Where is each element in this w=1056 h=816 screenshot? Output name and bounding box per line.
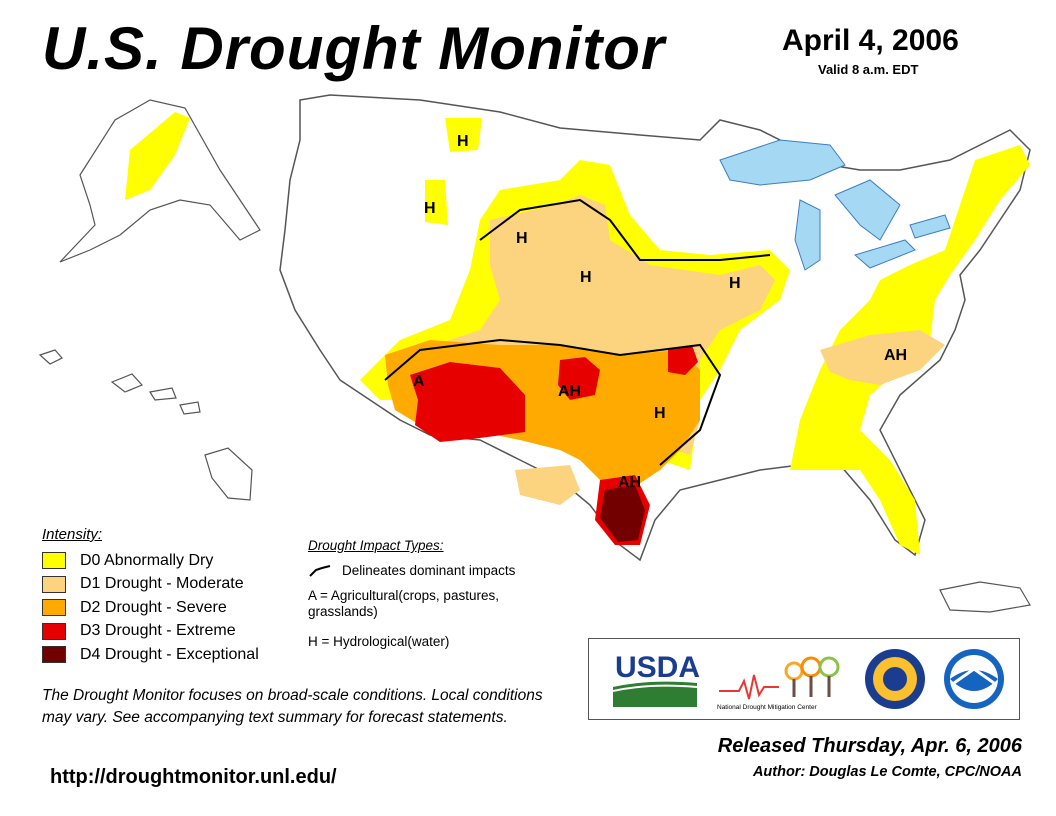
usda-logo-text: USDA (615, 651, 700, 684)
legend-label-d2: D2 Drought - Severe (80, 598, 227, 616)
d4-areas (600, 485, 645, 542)
alaska-land (59, 99, 261, 263)
impact-types: Drought Impact Types: Delineates dominan… (308, 538, 548, 649)
logo-strip: USDA National Drought Mitigation Center (612, 649, 1004, 711)
website-url[interactable]: http://droughtmonitor.unl.edu/ (50, 766, 337, 788)
legend-item-d4: D4 Drought - Exceptional (42, 643, 259, 667)
noaa-logo-icon (944, 649, 1004, 709)
hawaii-islands (38, 349, 253, 501)
page-title: U.S. Drought Monitor (42, 15, 666, 82)
impact-label-arizona: A (413, 373, 425, 390)
map-date: April 4, 2006 (782, 24, 959, 57)
ndmc-logo: National Drought Mitigation Center (717, 656, 840, 711)
legend-label-d1: D1 Drought - Moderate (80, 575, 244, 593)
disclaimer-note: The Drought Monitor focuses on broad-sca… (42, 687, 543, 726)
agency-logos: USDA National Drought Mitigation Center (588, 638, 1020, 720)
legend-label-d3: D3 Drought - Extreme (80, 622, 236, 640)
legend-item-d1: D1 Drought - Moderate (42, 573, 259, 597)
swatch-d2 (42, 599, 66, 617)
impact-label-texas-panhandle: AH (558, 383, 581, 400)
release-date: Released Thursday, Apr. 6, 2006 (717, 735, 1022, 757)
impact-agricultural: A = Agricultural(crops, pastures, grassl… (308, 588, 499, 619)
impact-delineate-row: Delineates dominant impacts (308, 563, 548, 578)
swatch-d4 (42, 646, 66, 664)
delineation-line-icon (309, 564, 331, 577)
swatch-d1 (42, 575, 66, 593)
usda-logo: USDA (612, 651, 700, 707)
legend-label-d0: D0 Abnormally Dry (80, 551, 214, 569)
impact-hydrological: H = Hydrological(water) (308, 634, 450, 649)
legend-title: Intensity: (42, 526, 103, 543)
drought-map: H H H H H A AH H AH AH (38, 94, 1031, 613)
impact-label-nebraska: H (580, 269, 592, 286)
impact-label-north-carolina: AH (884, 347, 907, 364)
impact-labels: H H H H H A AH H AH AH (413, 133, 907, 491)
impact-label-idaho-montana-border: H (424, 200, 436, 217)
legend-item-d0: D0 Abnormally Dry (42, 549, 259, 573)
commerce-seal-icon (865, 649, 925, 709)
impact-label-south-texas: AH (618, 474, 641, 491)
swatch-d0 (42, 552, 66, 570)
intensity-legend: Intensity: D0 Abnormally Dry D1 Drought … (42, 526, 259, 667)
impact-delineations (384, 198, 771, 466)
impact-label-iowa-illinois: H (729, 275, 741, 292)
ndmc-logo-text: National Drought Mitigation Center (717, 704, 818, 711)
impact-label-wyoming-north: H (516, 230, 528, 247)
great-lakes (719, 139, 951, 271)
swatch-d3 (42, 622, 66, 640)
puerto-rico-land (939, 581, 1031, 613)
valid-time: Valid 8 a.m. EDT (818, 62, 919, 77)
legend-item-d3: D3 Drought - Extreme (42, 620, 259, 644)
impact-delineate-text: Delineates dominant impacts (342, 563, 516, 578)
author-credit: Author: Douglas Le Comte, CPC/NOAA (752, 764, 1022, 780)
legend-item-d2: D2 Drought - Severe (42, 596, 259, 620)
impact-types-title: Drought Impact Types: (308, 538, 444, 553)
impact-label-western-montana: H (457, 133, 469, 150)
impact-label-oklahoma-arkansas: H (654, 405, 666, 422)
legend-label-d4: D4 Drought - Exceptional (80, 645, 259, 663)
